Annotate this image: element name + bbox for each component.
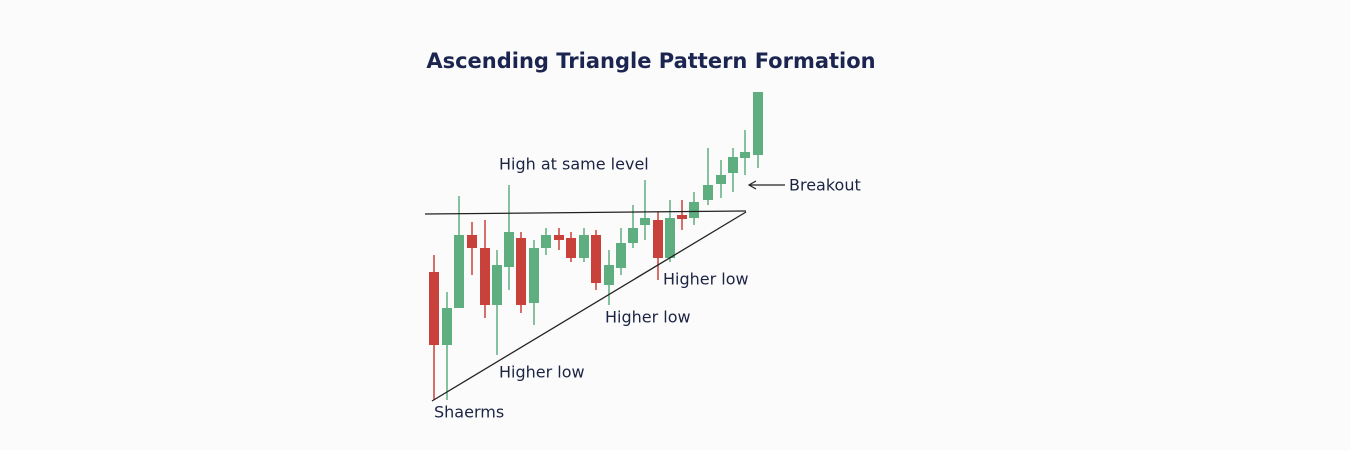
candle-body — [429, 272, 439, 345]
annotation: Higher low — [663, 270, 749, 289]
candle-body — [703, 185, 713, 200]
candle-body — [591, 235, 601, 283]
candle-body — [616, 243, 626, 268]
candle-body — [728, 157, 738, 173]
candle-body — [442, 308, 452, 345]
candle-body — [604, 265, 614, 285]
candle-body — [467, 235, 477, 248]
candle-body — [529, 248, 539, 303]
candle-body — [579, 235, 589, 258]
candle-body — [516, 238, 526, 305]
candle-body — [677, 215, 687, 219]
candle-body — [640, 218, 650, 225]
annotation: Breakout — [789, 176, 861, 195]
candle-body — [716, 175, 726, 184]
annotation: Higher low — [605, 308, 691, 327]
candle-body — [653, 220, 663, 258]
candle-body — [689, 202, 699, 218]
candle-body — [566, 238, 576, 258]
title: Ascending Triangle Pattern Formation — [426, 49, 875, 73]
support-line — [431, 211, 747, 402]
annotation: High at same level — [499, 155, 649, 174]
candle-body — [492, 265, 502, 305]
candles — [429, 92, 763, 400]
candle-body — [454, 235, 464, 308]
candle-body — [554, 235, 564, 240]
candle-body — [504, 232, 514, 267]
candle-body — [740, 152, 750, 158]
candle-body — [753, 92, 763, 155]
candle-body — [628, 228, 638, 243]
arrow-head — [747, 180, 757, 190]
annotation: Higher low — [499, 363, 585, 382]
candle-body — [480, 248, 490, 305]
candle-body — [665, 218, 675, 258]
resistance-line — [424, 210, 747, 215]
annotation: Shaerms — [434, 403, 504, 422]
candle-body — [541, 235, 551, 248]
